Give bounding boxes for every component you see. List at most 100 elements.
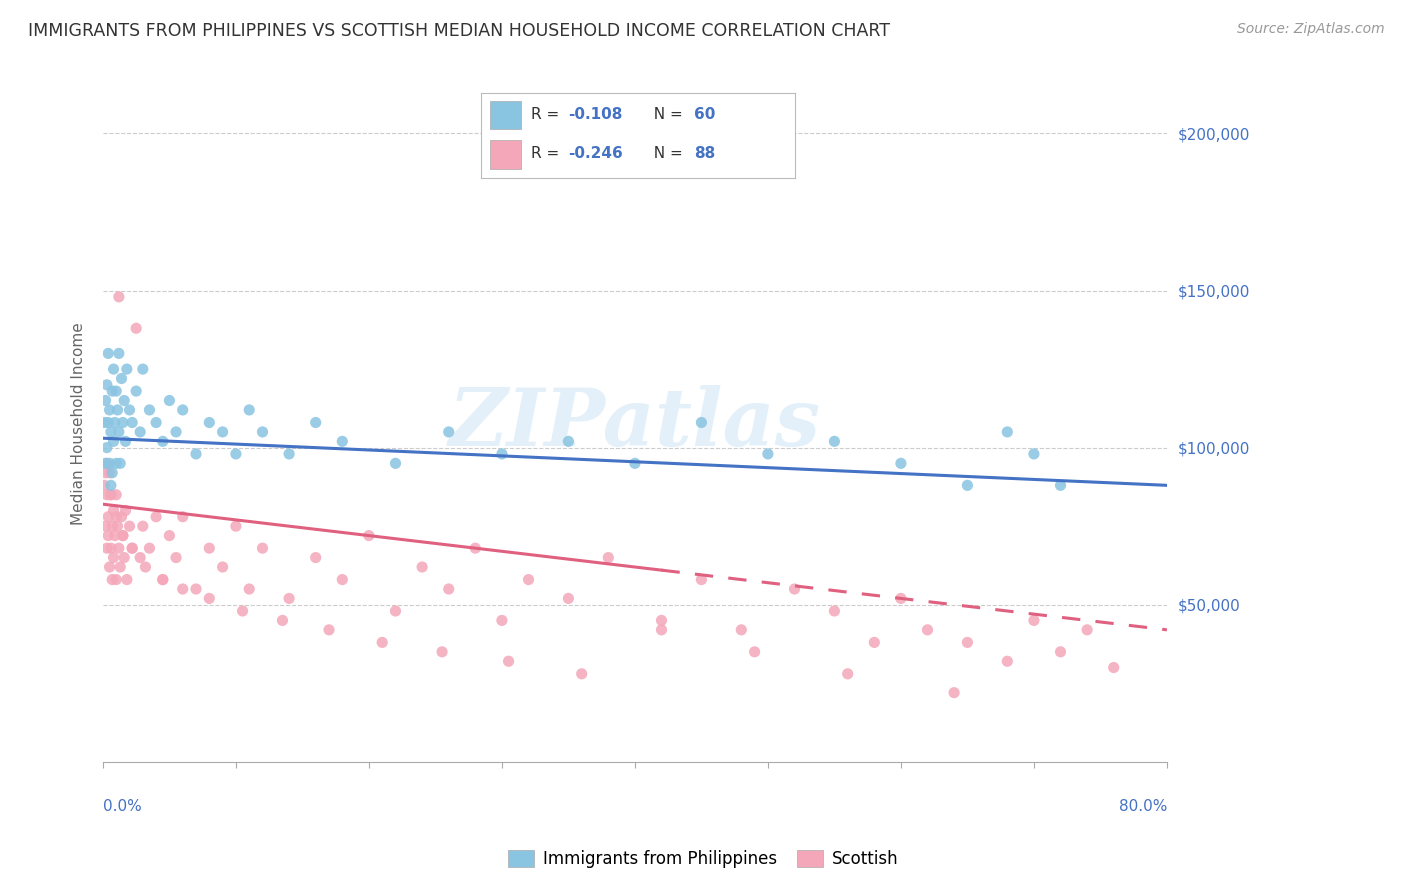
- Point: [890, 591, 912, 606]
- Point: [111, 528, 134, 542]
- Point: [650, 623, 672, 637]
- Text: 0.0%: 0.0%: [103, 799, 142, 814]
- Point: [232, 604, 254, 618]
- Point: [1022, 614, 1045, 628]
- Text: ZIPatlas: ZIPatlas: [449, 385, 821, 463]
- Point: [98, 403, 121, 417]
- Point: [157, 528, 180, 542]
- Point: [1049, 645, 1071, 659]
- Point: [98, 560, 121, 574]
- Point: [96, 488, 118, 502]
- Point: [129, 425, 152, 439]
- Point: [96, 541, 118, 556]
- Point: [114, 434, 136, 449]
- Point: [108, 346, 131, 360]
- Point: [108, 560, 131, 574]
- Point: [103, 362, 125, 376]
- Point: [172, 403, 194, 417]
- Point: [225, 447, 247, 461]
- Point: [198, 541, 221, 556]
- Point: [129, 550, 152, 565]
- Point: [97, 416, 120, 430]
- Point: [125, 384, 148, 398]
- Point: [823, 434, 845, 449]
- Point: [98, 456, 121, 470]
- Point: [730, 623, 752, 637]
- Point: [198, 591, 221, 606]
- Point: [138, 403, 160, 417]
- Point: [132, 362, 155, 376]
- Point: [184, 447, 207, 461]
- Point: [101, 466, 124, 480]
- Point: [357, 528, 380, 542]
- Point: [464, 541, 486, 556]
- Point: [198, 416, 221, 430]
- Point: [121, 541, 143, 556]
- Point: [823, 604, 845, 618]
- Point: [138, 541, 160, 556]
- Point: [437, 582, 460, 596]
- Point: [115, 362, 138, 376]
- Point: [598, 550, 620, 565]
- Point: [118, 519, 141, 533]
- Point: [557, 591, 579, 606]
- Point: [172, 582, 194, 596]
- Point: [93, 416, 115, 430]
- Point: [571, 666, 593, 681]
- Text: 80.0%: 80.0%: [1119, 799, 1167, 814]
- Point: [917, 623, 939, 637]
- Point: [650, 614, 672, 628]
- Point: [330, 434, 353, 449]
- Point: [430, 645, 453, 659]
- Point: [101, 573, 124, 587]
- Point: [1102, 660, 1125, 674]
- Point: [517, 573, 540, 587]
- Point: [184, 582, 207, 596]
- Point: [101, 519, 124, 533]
- Point: [103, 434, 125, 449]
- Point: [103, 550, 125, 565]
- Point: [101, 384, 124, 398]
- Text: IMMIGRANTS FROM PHILIPPINES VS SCOTTISH MEDIAN HOUSEHOLD INCOME CORRELATION CHAR: IMMIGRANTS FROM PHILIPPINES VS SCOTTISH …: [28, 22, 890, 40]
- Point: [384, 604, 406, 618]
- Point: [995, 654, 1018, 668]
- Point: [104, 528, 127, 542]
- Point: [110, 509, 132, 524]
- Point: [157, 393, 180, 408]
- Point: [890, 456, 912, 470]
- Point: [94, 519, 117, 533]
- Point: [165, 550, 187, 565]
- Point: [1049, 478, 1071, 492]
- Point: [134, 560, 156, 574]
- Point: [491, 614, 513, 628]
- Point: [238, 403, 260, 417]
- Point: [105, 384, 128, 398]
- Point: [100, 425, 122, 439]
- Point: [94, 466, 117, 480]
- Point: [557, 434, 579, 449]
- Point: [100, 488, 122, 502]
- Point: [111, 416, 134, 430]
- Point: [330, 573, 353, 587]
- Point: [100, 478, 122, 492]
- Point: [498, 654, 520, 668]
- Point: [783, 582, 806, 596]
- Point: [94, 393, 117, 408]
- Point: [318, 623, 340, 637]
- Point: [107, 519, 129, 533]
- Point: [96, 377, 118, 392]
- Point: [690, 573, 713, 587]
- Point: [112, 393, 135, 408]
- Point: [995, 425, 1018, 439]
- Point: [121, 541, 143, 556]
- Point: [97, 528, 120, 542]
- Point: [152, 573, 174, 587]
- Point: [437, 425, 460, 439]
- Point: [105, 573, 128, 587]
- Point: [271, 614, 294, 628]
- Y-axis label: Median Household Income: Median Household Income: [72, 323, 86, 525]
- Point: [97, 346, 120, 360]
- Point: [125, 321, 148, 335]
- Point: [100, 541, 122, 556]
- Point: [278, 447, 301, 461]
